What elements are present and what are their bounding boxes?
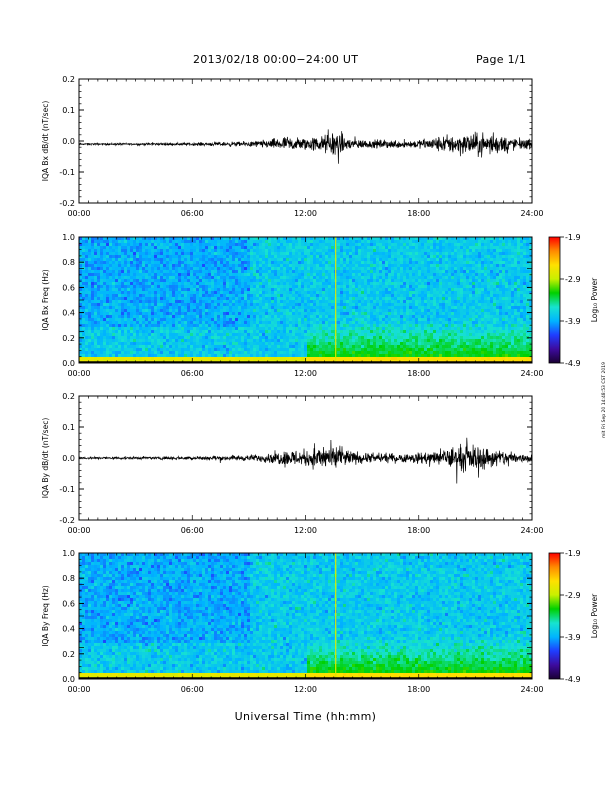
x-tick-label: 00:00 [67,369,90,378]
y-tick-label: -0.2 [59,199,75,208]
x-tick-label: 00:00 [67,209,90,218]
y-tick-label: 0.6 [62,283,75,292]
y-tick-label: 1.0 [62,233,75,242]
x-tick-label: 12:00 [294,369,317,378]
y-tick-label: 0.0 [62,137,75,146]
page-number: Page 1/1 [476,53,527,66]
colorbar-tick-label: -2.9 [565,591,581,600]
colorbar-tick-label: -4.9 [565,359,581,368]
y-tick-label: 0.2 [62,75,75,84]
y-tick-label: -0.1 [59,485,75,494]
colorbar [549,553,560,679]
x-tick-label: 12:00 [294,209,317,218]
y-axis-label: IQA By Freq (Hz) [41,585,50,647]
colorbar-tick-label: -1.9 [565,549,581,558]
side-stamp: mit Fri Sep 20 14:48:53 CST 2019 [601,362,607,438]
trace-line [78,129,533,164]
colorbar-tick-label: -3.9 [565,317,581,326]
y-tick-label: 0.4 [62,309,75,318]
plot-title: 2013/02/18 00:00−24:00 UT [193,53,359,66]
x-tick-label: 18:00 [407,209,430,218]
colorbar-tick-label: -1.9 [565,233,581,242]
y-tick-label: 1.0 [62,549,75,558]
y-tick-label: 0.6 [62,599,75,608]
x-tick-label: 18:00 [407,526,430,535]
x-tick-label: 06:00 [181,526,204,535]
spectrogram-cells [79,553,532,679]
y-tick-label: 0.0 [62,675,75,684]
x-tick-label: 24:00 [520,685,543,694]
x-tick-label: 00:00 [67,526,90,535]
y-tick-label: 0.1 [62,106,75,115]
colorbar-label: Log₁₀ Power [590,593,599,638]
spectrogram-cells [79,237,532,363]
panel-1 [78,78,533,204]
x-tick-label: 06:00 [181,369,204,378]
colorbar-tick-label: -2.9 [565,275,581,284]
y-tick-label: 0.2 [62,334,75,343]
x-tick-label: 18:00 [407,685,430,694]
y-tick-label: 0.2 [62,392,75,401]
x-tick-label: 24:00 [520,209,543,218]
y-tick-label: -0.2 [59,516,75,525]
x-tick-label: 06:00 [181,209,204,218]
colorbar-label: Log₁₀ Power [590,277,599,322]
colorbar-tick-label: -3.9 [565,633,581,642]
panel-4 [78,552,564,680]
x-axis-label: Universal Time (hh:mm) [235,710,377,723]
x-tick-label: 00:00 [67,685,90,694]
x-tick-label: 24:00 [520,369,543,378]
y-tick-label: 0.8 [62,258,75,267]
x-tick-label: 06:00 [181,685,204,694]
y-tick-label: 0.1 [62,423,75,432]
y-tick-label: 0.8 [62,574,75,583]
x-tick-label: 12:00 [294,685,317,694]
x-tick-label: 12:00 [294,526,317,535]
trace-line [78,437,533,484]
panel-2 [78,236,564,364]
y-tick-label: 0.0 [62,454,75,463]
y-tick-label: -0.1 [59,168,75,177]
y-tick-label: 0.2 [62,650,75,659]
y-axis-label: IQA Bx Freq (Hz) [41,269,50,331]
y-tick-label: 0.0 [62,359,75,368]
colorbar [549,237,560,363]
x-tick-label: 24:00 [520,526,543,535]
y-axis-label: IQA Bx dB/dt (nT/sec) [41,101,50,182]
colorbar-tick-label: -4.9 [565,675,581,684]
y-tick-label: 0.4 [62,625,75,634]
y-axis-label: IQA By dB/dt (nT/sec) [41,418,50,499]
panel-3 [78,395,533,521]
x-tick-label: 18:00 [407,369,430,378]
